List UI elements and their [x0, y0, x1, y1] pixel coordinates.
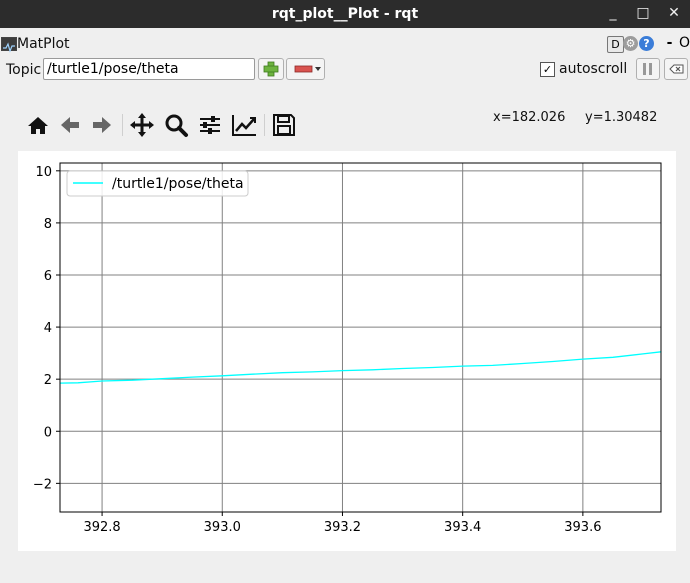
- back-icon[interactable]: [56, 110, 84, 140]
- pause-icon: [643, 63, 652, 75]
- legend-label: /turtle1/pose/theta: [112, 176, 244, 192]
- plot-figure[interactable]: 392.8 393.0 393.2 393.4 393.6 −2 0 2 4 6 8 10 /turt…: [18, 151, 676, 551]
- pause-button[interactable]: [636, 58, 660, 80]
- cursor-x-readout: x=182.026: [493, 110, 566, 125]
- zoom-icon[interactable]: [162, 110, 190, 140]
- y-tick-label: 0: [44, 425, 52, 440]
- x-tick-label: 392.8: [83, 520, 120, 535]
- y-tick-label: 8: [44, 217, 52, 232]
- plot-canvas[interactable]: 392.8 393.0 393.2 393.4 393.6 −2 0 2 4 6 8 10 /turt…: [18, 151, 676, 551]
- axes-frame: [59, 162, 662, 513]
- minimize-button[interactable]: _: [609, 5, 617, 21]
- save-icon[interactable]: [270, 110, 298, 140]
- clear-icon: [669, 64, 684, 74]
- toolbar-separator: [264, 114, 265, 136]
- legend-box: [66, 170, 249, 197]
- autoscroll-label: autoscroll: [559, 61, 628, 77]
- help-icon[interactable]: ?: [639, 36, 654, 51]
- configure-subplots-icon[interactable]: [196, 110, 224, 140]
- series-line: [59, 351, 662, 384]
- y-tick-label: 10: [35, 165, 52, 180]
- remove-topic-button[interactable]: [286, 58, 325, 80]
- grid-lines: [60, 163, 661, 512]
- x-tick-label: 393.0: [204, 520, 241, 535]
- legend: /turtle1/pose/theta: [66, 170, 249, 197]
- plot-plugin-icon: [1, 37, 17, 53]
- x-tick-label: 393.2: [324, 520, 361, 535]
- window-titlebar: rqt_plot__Plot - rqt _ □ ✕: [0, 0, 690, 28]
- plugin-title: MatPlot: [17, 36, 70, 52]
- window-title: rqt_plot__Plot - rqt: [271, 6, 419, 22]
- topic-bar: Topic ✓ autoscroll: [0, 57, 690, 83]
- y-tick-label: −2: [33, 477, 52, 492]
- close-plugin-button[interactable]: O: [678, 35, 690, 51]
- minimize-plugin-button[interactable]: -: [666, 35, 673, 51]
- x-tick-label: 393.4: [444, 520, 481, 535]
- minus-icon: [294, 65, 321, 73]
- tick-labels: 392.8 393.0 393.2 393.4 393.6 −2 0 2 4 6 8 10: [33, 165, 602, 535]
- matplotlib-toolbar: [24, 110, 304, 140]
- dock-button[interactable]: D: [607, 36, 624, 53]
- plus-icon: [263, 61, 279, 77]
- plugin-header: MatPlot D ⚙ ? - O: [0, 33, 690, 55]
- x-tick-label: 393.6: [564, 520, 601, 535]
- forward-icon[interactable]: [88, 110, 116, 140]
- y-tick-label: 2: [44, 373, 52, 388]
- close-button[interactable]: ✕: [668, 5, 680, 21]
- topic-label: Topic: [6, 62, 42, 78]
- autoscroll-checkbox[interactable]: ✓: [540, 62, 555, 77]
- series-lines: [59, 351, 662, 384]
- settings-icon[interactable]: ⚙: [623, 36, 638, 51]
- toolbar-separator: [122, 114, 123, 136]
- clear-button[interactable]: [664, 58, 688, 80]
- add-topic-button[interactable]: [258, 58, 284, 80]
- topic-input[interactable]: [43, 58, 255, 80]
- y-tick-label: 4: [44, 321, 52, 336]
- y-tick-label: 6: [44, 269, 52, 284]
- maximize-button[interactable]: □: [636, 5, 650, 21]
- cursor-y-readout: y=1.30482: [585, 110, 658, 125]
- pan-icon[interactable]: [128, 110, 156, 140]
- edit-axis-icon[interactable]: [230, 110, 258, 140]
- home-icon[interactable]: [24, 110, 52, 140]
